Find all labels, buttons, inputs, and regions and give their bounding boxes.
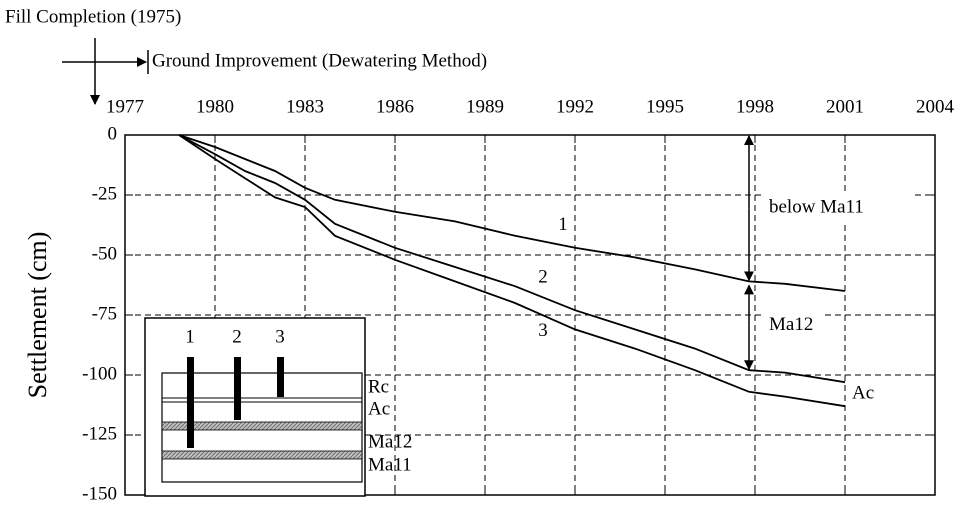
y-tick-label: -125 <box>82 423 117 444</box>
timeline-arrows <box>62 38 149 105</box>
inset-label: 1 <box>185 326 195 347</box>
x-tick-label: 1992 <box>556 96 594 117</box>
plot-frame <box>124 134 936 496</box>
series-label: 3 <box>538 320 548 341</box>
inset-label: Ma11 <box>368 454 412 475</box>
x-tick-label: 2001 <box>826 96 864 117</box>
inset-label: Rc <box>368 376 389 397</box>
annotation: Ground Improvement (Dewatering Method) <box>152 50 487 71</box>
y-tick-label: -100 <box>82 363 117 384</box>
series-label: 2 <box>538 267 548 288</box>
x-tick-label: 1998 <box>736 96 774 117</box>
series-line <box>178 134 846 292</box>
series-line <box>178 134 846 408</box>
y-tick-label: 0 <box>108 123 118 144</box>
inset: 1 2 3 Rc Ac Ma12 Ma11 <box>144 317 412 497</box>
x-tick-label: 1977 <box>106 96 144 117</box>
x-tick-label: 1986 <box>376 96 414 117</box>
series-line <box>178 134 846 384</box>
series-label: 1 <box>558 214 568 235</box>
x-tick-label: 1995 <box>646 96 684 117</box>
y-tick-label: -150 <box>82 483 117 504</box>
annotation: Ma12 <box>769 314 813 335</box>
x-tick-label: 1983 <box>286 96 324 117</box>
annotation: Fill Completion (1975) <box>5 6 181 27</box>
y-tick-label: -50 <box>92 243 117 264</box>
x-tick-label: 1980 <box>196 96 234 117</box>
label-bg <box>763 311 825 340</box>
inset-label: Ma12 <box>368 431 412 452</box>
x-tick-label: 2004 <box>916 96 955 117</box>
y-tick-label: -25 <box>92 183 117 204</box>
label-bg <box>761 194 911 223</box>
y-tick-label: -75 <box>92 303 117 324</box>
x-tick-label: 1989 <box>466 96 504 117</box>
inset-label: 2 <box>232 326 242 347</box>
annotation: below Ma11 <box>769 197 864 218</box>
inset-label: 3 <box>275 326 285 347</box>
y-axis-label: Settlement (cm) <box>23 232 52 399</box>
annotation: Ac <box>852 383 874 404</box>
inset-label: Ac <box>368 398 390 419</box>
